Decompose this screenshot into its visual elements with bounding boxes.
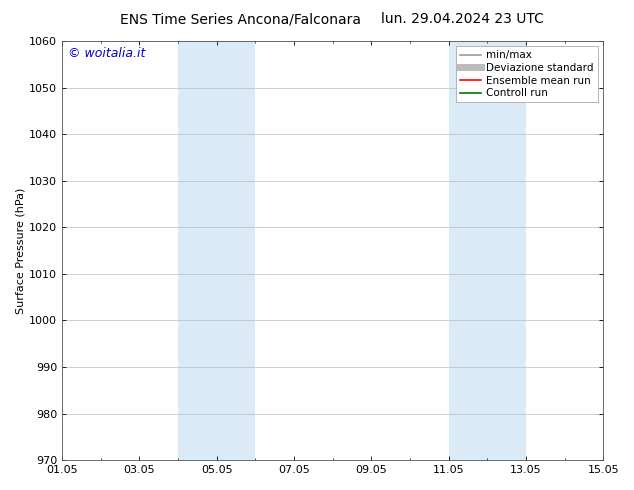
Legend: min/max, Deviazione standard, Ensemble mean run, Controll run: min/max, Deviazione standard, Ensemble m… [456,46,598,102]
Bar [178,41,256,460]
Y-axis label: Surface Pressure (hPa): Surface Pressure (hPa) [15,187,25,314]
Bar [449,41,526,460]
Text: © woitalia.it: © woitalia.it [68,48,145,60]
Text: lun. 29.04.2024 23 UTC: lun. 29.04.2024 23 UTC [382,12,544,26]
Text: ENS Time Series Ancona/Falconara: ENS Time Series Ancona/Falconara [120,12,361,26]
